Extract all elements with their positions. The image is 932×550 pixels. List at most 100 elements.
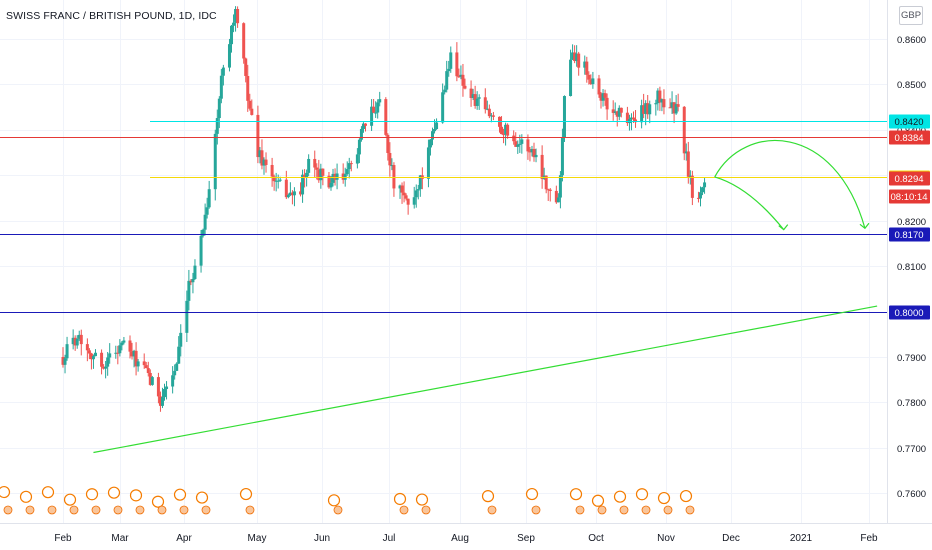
candle-body — [455, 52, 459, 77]
chart-title: SWISS FRANC / BRITISH POUND, 1D, IDC — [6, 10, 217, 22]
candle-body — [63, 358, 67, 365]
candle-body — [640, 105, 644, 123]
candle-body — [331, 173, 335, 183]
candle-body — [65, 344, 69, 359]
candle-body — [132, 350, 136, 357]
x-tick-label: Sep — [517, 533, 535, 544]
candle-body — [487, 108, 491, 117]
event-badge — [657, 491, 671, 505]
candle-body — [227, 44, 231, 68]
event-badge — [597, 505, 607, 515]
candle-body — [388, 152, 392, 166]
event-badge — [619, 505, 629, 515]
x-tick-label: Mar — [111, 533, 129, 544]
candle-body — [556, 197, 560, 203]
candle-body — [272, 176, 276, 182]
candle-body — [213, 133, 217, 190]
candle-body — [270, 164, 274, 177]
candle-body — [185, 300, 189, 333]
event-badge — [201, 505, 211, 515]
candle-body — [560, 137, 564, 176]
candle-body — [540, 154, 544, 179]
candle-body — [75, 338, 79, 346]
candle-body — [475, 98, 479, 106]
y-tick-label: 0.8500 — [897, 80, 926, 91]
candle-body — [619, 107, 623, 113]
candle-body — [585, 61, 589, 75]
candle-body — [384, 99, 388, 135]
candle-body — [459, 74, 463, 77]
candle-body — [258, 150, 262, 158]
candle-body — [520, 139, 524, 144]
projection-arc — [714, 139, 866, 229]
event-badge — [399, 505, 409, 515]
candle-body — [562, 96, 566, 138]
price-level-tag-label: 0.8170 — [894, 230, 923, 241]
candle-body — [469, 88, 473, 98]
x-tick-label: Apr — [176, 533, 192, 544]
candle-body — [85, 344, 89, 351]
candle-body — [534, 154, 538, 158]
candle-body — [191, 278, 195, 283]
x-tick-label: Feb — [54, 533, 72, 544]
candle-body — [548, 189, 552, 191]
candle-body — [398, 185, 402, 189]
event-badge — [613, 490, 627, 503]
candle-body — [696, 197, 700, 199]
candle-body — [187, 280, 191, 301]
price-level-tag-label: 0.8000 — [894, 308, 923, 319]
candle-body — [528, 151, 532, 153]
candle-body — [171, 375, 175, 387]
candle-body — [201, 229, 205, 236]
event-badge — [327, 494, 341, 507]
candle-body — [404, 195, 408, 199]
candle-body — [489, 115, 493, 117]
candle-body — [357, 139, 361, 155]
y-tick-label: 0.7800 — [897, 398, 926, 409]
candle-body — [676, 104, 680, 107]
candle-body — [150, 377, 154, 385]
candle-body — [642, 105, 646, 114]
candle-body — [93, 352, 97, 357]
price-level-tag — [889, 130, 930, 145]
candle-body — [73, 337, 77, 346]
candle-body — [102, 366, 106, 369]
candle-body — [668, 107, 672, 109]
candle-body — [248, 100, 252, 109]
event-badge — [487, 505, 497, 515]
candle-body — [443, 89, 447, 93]
last-price-tag — [889, 189, 930, 204]
candle-body — [546, 189, 550, 191]
event-badge — [525, 487, 539, 501]
candle-body — [87, 350, 91, 354]
candle-body — [313, 158, 317, 168]
candle-body — [264, 159, 268, 165]
candle-body — [471, 94, 475, 98]
candle-body — [104, 366, 108, 369]
candle-body — [130, 351, 134, 357]
candle-body — [591, 78, 595, 85]
event-badge — [3, 505, 13, 515]
candle-body — [406, 198, 410, 205]
y-tick-label: 0.8600 — [897, 35, 926, 46]
candle-body — [361, 123, 365, 129]
candle-body — [516, 144, 520, 147]
candle-body — [165, 386, 169, 390]
x-tick-label: Oct — [588, 533, 604, 544]
candle-body — [530, 149, 534, 153]
candle-body — [662, 99, 666, 108]
candle-body — [142, 361, 146, 366]
projection-arc — [714, 176, 785, 231]
candle-body — [343, 174, 347, 180]
currency-button[interactable]: GBP — [899, 6, 923, 25]
candle-body — [426, 147, 430, 179]
candle-body — [504, 124, 508, 135]
candle-body — [575, 53, 579, 62]
candle-body — [485, 108, 489, 110]
candle-body — [321, 168, 325, 176]
candle-body — [463, 85, 467, 89]
candle-body — [390, 165, 394, 167]
candle-body — [276, 180, 280, 182]
candle-body — [447, 68, 451, 72]
